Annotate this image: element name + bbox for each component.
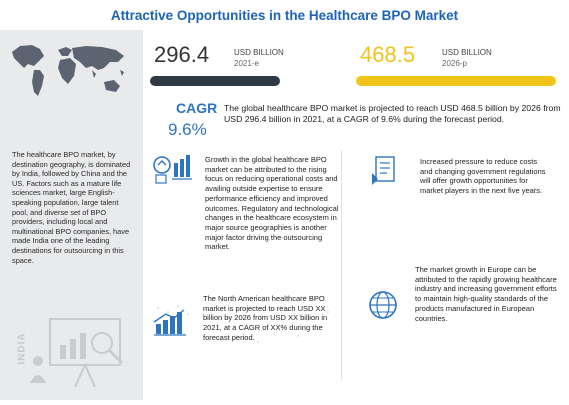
market-values: 296.4 USD BILLION 2021-e 468.5 USD BILLI… [150, 38, 560, 98]
region-label: INDIA [16, 332, 28, 365]
start-unit: USD BILLION [234, 48, 284, 57]
europe-text: The market growth in Europe can be attri… [415, 265, 557, 323]
start-year: 2021-e [234, 59, 259, 68]
cagr-label: CAGR [176, 100, 218, 116]
sidebar-description: The healthcare BPO market, by destinatio… [12, 150, 131, 265]
bar-growth-icon [153, 309, 186, 336]
world-map [12, 45, 124, 96]
growth-text: Growth in the global healthcare BPO mark… [205, 155, 339, 252]
pressure-text: Increased pressure to reduce costs and c… [420, 157, 546, 196]
sidebar-footer: INDIA [8, 295, 140, 405]
end-unit: USD BILLION [442, 48, 492, 57]
end-year: 2026-p [442, 59, 467, 68]
globe-icon [369, 291, 397, 319]
start-value: 296.4 [154, 42, 210, 67]
end-bar [356, 76, 556, 86]
pressure-document-icon [372, 156, 395, 185]
dot-pattern [156, 304, 330, 344]
analysis-chart-icon [30, 318, 124, 388]
end-value: 468.5 [360, 42, 416, 67]
cagr-value: 9.6% [168, 120, 207, 139]
page-title: Attractive Opportunities in the Healthca… [110, 8, 459, 23]
divider [341, 150, 342, 380]
growth-chart-icon [153, 155, 192, 184]
north-america-text: The North American healthcare BPO market… [203, 294, 328, 342]
start-bar [150, 76, 280, 86]
sidebar: The healthcare BPO market, by destinatio… [0, 30, 143, 400]
cagr-description: The global healthcare BPO market is proj… [224, 103, 561, 125]
